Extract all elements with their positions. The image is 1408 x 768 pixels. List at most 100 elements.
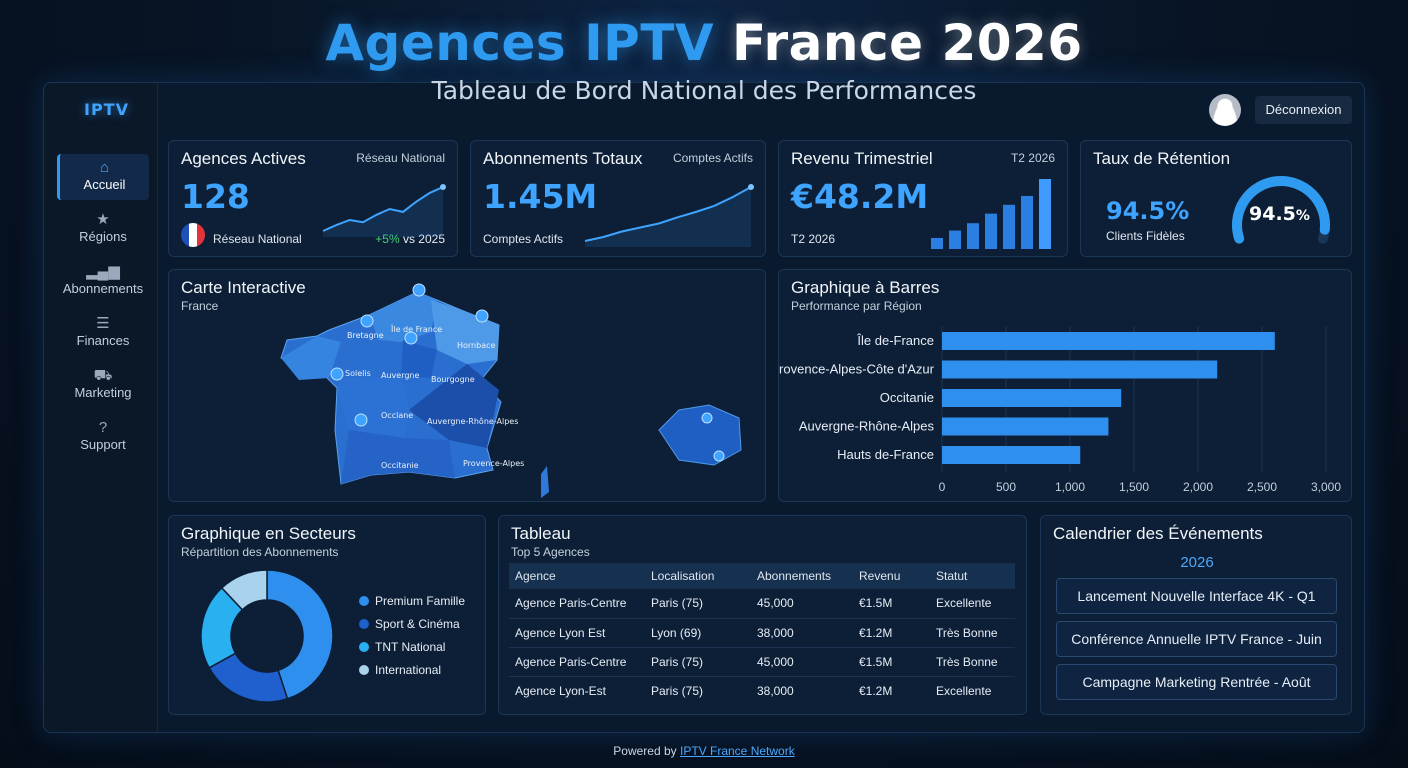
- user-avatar[interactable]: [1209, 94, 1241, 126]
- coins-icon: ☰: [96, 315, 110, 332]
- map-label: Auvergne-Rhône-Alpes: [427, 416, 518, 426]
- x-tick-label: 1,000: [1055, 480, 1085, 494]
- table-header-row: Agence Localisation Abonnements Revenu S…: [509, 563, 1015, 589]
- table-cell: €1.2M: [859, 683, 893, 698]
- table-cell: Lyon (69): [645, 618, 751, 648]
- map-pin-icon[interactable]: [360, 314, 374, 328]
- map-pin-icon[interactable]: [701, 412, 713, 424]
- bar[interactable]: [942, 389, 1122, 407]
- revenu-bar: [949, 230, 961, 249]
- category-label: Île de-France: [856, 333, 934, 348]
- sparkline-end-point: [440, 184, 446, 190]
- kpi-card-retention: Taux de Rétention 94.5% Clients Fidèles …: [1080, 140, 1352, 257]
- column-header[interactable]: Statut: [930, 563, 1015, 589]
- column-header[interactable]: Abonnements: [751, 563, 853, 589]
- subscriptions-donut: [200, 569, 334, 703]
- bar[interactable]: [942, 417, 1109, 436]
- map-label: Hornbace: [457, 341, 496, 350]
- legend-dot: [359, 665, 369, 675]
- category-label: Auvergne-Rhône-Alpes: [799, 419, 935, 434]
- inset-map-shape[interactable]: [658, 404, 742, 466]
- map-pin-icon[interactable]: [475, 309, 489, 323]
- event-item[interactable]: Lancement Nouvelle Interface 4K - Q1: [1056, 578, 1337, 614]
- kpi-tag: T2 2026: [1010, 151, 1055, 165]
- card-title: Carte Interactive: [181, 278, 306, 297]
- table-row[interactable]: Agence Lyon Est Lyon (69) 38,000 €1.2M T…: [509, 618, 1015, 648]
- kpi-card-revenu: Revenu Trimestriel T2 2026 €48.2M T2 202…: [778, 140, 1068, 257]
- kpi-delta: +5% vs 2025: [375, 232, 445, 246]
- gauge-value: 94.5: [1249, 203, 1296, 225]
- column-header[interactable]: Localisation: [645, 563, 751, 589]
- region-grand-est[interactable]: [431, 300, 499, 364]
- status-cell: Excellente: [936, 683, 992, 698]
- column-header[interactable]: Revenu: [853, 563, 930, 589]
- card-subtitle: Top 5 Agences: [511, 545, 590, 559]
- x-tick-label: 3,000: [1311, 480, 1341, 494]
- footer-link[interactable]: IPTV France Network: [680, 744, 795, 758]
- status-cell: Très Bonne: [930, 618, 1015, 648]
- revenu-bar: [931, 237, 943, 249]
- sidebar-item-abonnements[interactable]: ▂▄▆ Abonnements: [57, 263, 149, 309]
- revenu-bar: [1021, 195, 1033, 249]
- sidebar-item-regions[interactable]: ★ Régions: [57, 211, 149, 257]
- x-tick-label: 0: [939, 480, 946, 494]
- x-tick-label: 500: [996, 480, 1016, 494]
- table-cell: 45,000: [751, 589, 853, 619]
- region-occitanie[interactable]: [341, 430, 455, 484]
- legend-label: Sport & Cinéma: [375, 617, 460, 631]
- event-item[interactable]: Conférence Annuelle IPTV France - Juin: [1056, 621, 1337, 657]
- event-item[interactable]: Campagne Marketing Rentrée - Août: [1056, 664, 1337, 700]
- sidebar-item-label: Finances: [76, 333, 130, 348]
- revenu-bar: [1039, 179, 1051, 249]
- bar[interactable]: [942, 446, 1081, 464]
- x-tick-label: 1,500: [1119, 480, 1149, 494]
- footer-prefix: Powered by: [613, 744, 677, 758]
- status-cell: Très Bonne: [930, 647, 1015, 677]
- map-pin-icon[interactable]: [412, 283, 426, 297]
- table-row[interactable]: Agence Paris-Centre Paris (75) 45,000 €1…: [509, 589, 1015, 619]
- region-bretagne[interactable]: [281, 336, 341, 380]
- column-header[interactable]: Agence: [509, 563, 645, 589]
- table-row[interactable]: Agence Lyon-Est Paris (75) 38,000 €1.2M …: [509, 676, 1015, 705]
- map-pin-icon[interactable]: [713, 450, 725, 462]
- map-pin-icon[interactable]: [330, 367, 344, 381]
- kpi-value: 94.5%: [1106, 197, 1190, 225]
- kpi-delta-suffix: vs 2025: [402, 232, 445, 246]
- donut-slice[interactable]: [220, 569, 268, 611]
- logout-button[interactable]: Déconnexion: [1255, 96, 1352, 124]
- map-pin-icon[interactable]: [404, 331, 418, 345]
- table-cell: €1.5M: [853, 647, 930, 677]
- kpi-title: Abonnements Totaux: [483, 149, 643, 168]
- sidebar-item-support[interactable]: ? Support: [57, 419, 149, 465]
- table-row[interactable]: Agence Paris-Centre Paris (75) 45,000 €1…: [509, 647, 1015, 677]
- bar-chart-icon: ▂▄▆: [86, 263, 120, 280]
- sparkline-line: [584, 186, 752, 242]
- sidebar-item-finances[interactable]: ☰ Finances: [57, 315, 149, 361]
- sidebar-item-label: Marketing: [74, 385, 132, 400]
- title-part-brand: Agences IPTV: [325, 14, 715, 72]
- cart-icon: ⛟: [93, 367, 113, 384]
- bar[interactable]: [942, 360, 1218, 379]
- france-map[interactable]: Île de France Hornbace Bretagne Solelis …: [169, 270, 767, 503]
- sparkline-line: [322, 186, 444, 232]
- bar[interactable]: [942, 332, 1275, 350]
- kpi-foot: Clients Fidèles: [1106, 229, 1185, 243]
- card-title: Graphique à Barres: [791, 278, 940, 297]
- sidebar-item-marketing[interactable]: ⛟ Marketing: [57, 367, 149, 413]
- sidebar-item-label: Accueil: [83, 177, 126, 192]
- kpi-value: €48.2M: [791, 177, 929, 216]
- table-cell: Paris (75): [645, 589, 751, 619]
- region-auvergne-rhone-alpes[interactable]: [409, 364, 499, 448]
- map-pin-icon[interactable]: [354, 413, 368, 427]
- gauge-fill: [1232, 176, 1330, 244]
- bar-chart-card: Graphique à Barres Performance par Régio…: [778, 269, 1352, 502]
- region-normandie[interactable]: [369, 292, 437, 342]
- donut-slice[interactable]: [266, 569, 334, 700]
- region-ile-de-france[interactable]: [401, 340, 437, 378]
- events-card: Calendrier des Événements 2026 Lancement…: [1040, 515, 1352, 715]
- sidebar-item-accueil[interactable]: ⌂ Accueil: [57, 154, 149, 200]
- revenu-mini-bars: [931, 179, 1051, 249]
- legend-label: International: [375, 663, 442, 677]
- agences-sparkline: [322, 184, 446, 237]
- kpi-delta-value: +5%: [375, 232, 400, 246]
